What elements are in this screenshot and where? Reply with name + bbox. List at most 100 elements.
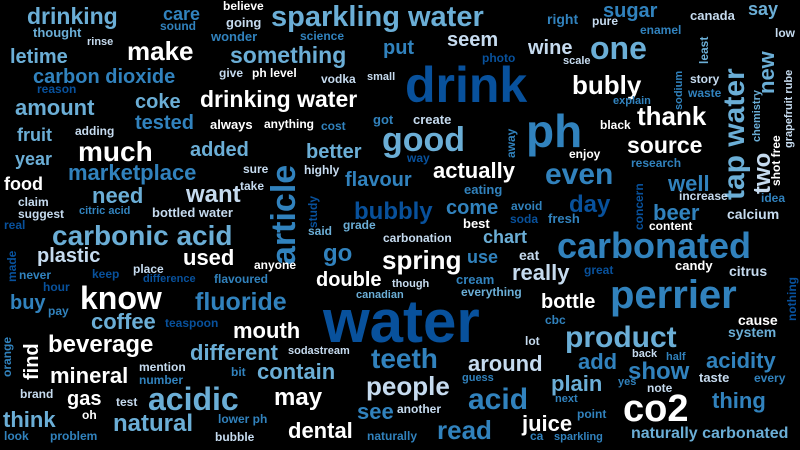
cloud-word: year (15, 149, 53, 169)
cloud-word: canadian (356, 289, 404, 301)
cloud-word: carbonation (383, 231, 452, 245)
cloud-word: photo (482, 51, 516, 65)
cloud-word: seem (447, 29, 499, 51)
cloud-word: rinse (87, 36, 114, 48)
cloud-word: beverage (48, 331, 154, 358)
cloud-word: carbonic acid (52, 220, 233, 251)
cloud-word: guess (462, 372, 494, 384)
cloud-word: said (308, 224, 333, 238)
cloud-word: one (590, 30, 647, 66)
cloud-word: teeth (371, 343, 438, 374)
cloud-word: good (382, 121, 466, 159)
cloud-word: juice (522, 411, 573, 436)
cloud-word: sodastream (288, 345, 350, 357)
cloud-word: half (666, 351, 686, 363)
cloud-word: place (133, 262, 164, 276)
cloud-word: small (367, 71, 396, 83)
cloud-word: food (4, 174, 43, 194)
cloud-word: great (584, 263, 614, 277)
cloud-word: double (316, 269, 382, 291)
cloud-word: sodium (673, 70, 685, 110)
cloud-word: drinking (27, 3, 118, 29)
cloud-word: coffee (91, 309, 156, 334)
cloud-word: vodka (321, 72, 356, 86)
cloud-word: bottled water (152, 205, 233, 220)
cloud-word: keep (92, 267, 120, 281)
cloud-word: shot free (769, 135, 783, 186)
cloud-word: adding (75, 124, 115, 138)
cloud-word: sparkling (554, 431, 603, 443)
cloud-word: never (19, 268, 52, 282)
cloud-word: got (373, 112, 394, 127)
cloud-word: problem (50, 429, 98, 443)
cloud-word: source (627, 132, 703, 158)
cloud-word: actually (433, 158, 515, 183)
cloud-word: believe (223, 0, 264, 13)
cloud-word: day (569, 191, 611, 218)
cloud-word: plastic (37, 245, 101, 267)
cloud-word: always (210, 117, 253, 132)
cloud-word: research (631, 156, 682, 170)
cloud-word: show (628, 358, 690, 385)
cloud-word: lower ph (218, 412, 268, 426)
cloud-word: gas (67, 388, 102, 410)
cloud-word: drink (405, 57, 528, 113)
cloud-word: anyone (254, 258, 297, 272)
cloud-word: wine (528, 37, 573, 59)
cloud-word: bit (231, 365, 246, 379)
cloud-word: even (545, 158, 614, 191)
cloud-word: amount (15, 95, 95, 120)
cloud-word: citrus (729, 263, 768, 279)
cloud-word: content (649, 219, 693, 233)
cloud-word: know (80, 280, 162, 316)
cloud-word: bubbly (354, 198, 433, 225)
cloud-word: claim (18, 195, 49, 209)
cloud-word: way (407, 151, 430, 165)
cloud-word: wonder (211, 29, 258, 44)
cloud-word: naturally carbonated (631, 425, 789, 442)
cloud-word: canada (690, 8, 735, 23)
cloud-word: difference (143, 273, 196, 285)
cloud-word: use (467, 247, 499, 267)
cloud-word: enjoy (569, 147, 601, 161)
cloud-word: grapefruit rube (783, 69, 795, 148)
cloud-word: chemistry (751, 90, 763, 142)
cloud-word: eat (519, 247, 540, 263)
cloud-word: sparkling water (271, 1, 484, 33)
cloud-word: mention (139, 360, 186, 374)
cloud-word: new (754, 51, 779, 94)
cloud-word: next (555, 393, 578, 405)
cloud-word: point (577, 407, 607, 421)
cloud-word: read (437, 415, 492, 445)
cloud-word: buy (10, 292, 46, 314)
cloud-word: away (504, 128, 518, 158)
cloud-word: coke (135, 91, 181, 113)
cloud-word: well (668, 171, 710, 196)
cloud-word: orange (0, 336, 14, 377)
cloud-word: another (397, 402, 442, 416)
cloud-word: brand (20, 387, 54, 401)
cloud-word: low (775, 26, 795, 40)
cloud-word: reason (37, 82, 77, 96)
cloud-word: spring (382, 245, 462, 275)
cloud-word: yes (618, 376, 637, 388)
cloud-word: anything (264, 117, 314, 131)
cloud-word: thank (637, 101, 707, 131)
cloud-word: make (127, 36, 194, 66)
cloud-word: going (226, 15, 262, 30)
cloud-word: acidic (148, 381, 239, 417)
cloud-word: come (446, 197, 499, 219)
cloud-word: system (728, 324, 777, 340)
cloud-word: people (366, 371, 450, 401)
cloud-word: tap water (718, 68, 751, 200)
cloud-word: used (183, 245, 235, 270)
cloud-word: go (323, 240, 353, 267)
cloud-word: much (78, 136, 153, 167)
cloud-word: added (190, 139, 249, 161)
cloud-word: nothing (785, 277, 799, 321)
cloud-word: something (230, 42, 347, 68)
cloud-word: suggest (18, 207, 65, 221)
cloud-word: may (274, 384, 323, 411)
cloud-word: add (578, 349, 618, 374)
cloud-word: plain (551, 371, 603, 396)
